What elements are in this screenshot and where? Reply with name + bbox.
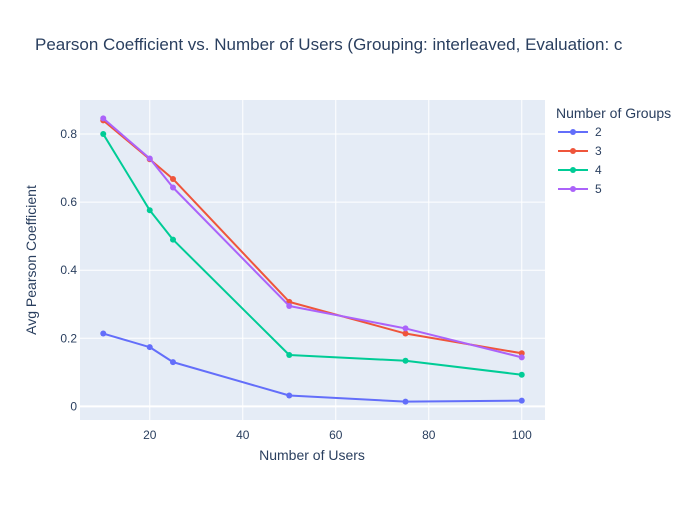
series-5 xyxy=(100,115,525,361)
y-tick-label: 0.6 xyxy=(60,195,77,209)
legend-item-3[interactable]: 3 xyxy=(558,144,602,158)
data-point xyxy=(146,155,153,162)
data-point xyxy=(100,115,107,122)
legend-item-4[interactable]: 4 xyxy=(558,163,602,177)
y-axis-label: Avg Pearson Coefficient xyxy=(23,185,39,335)
data-point xyxy=(146,344,153,351)
x-tick-label: 40 xyxy=(236,428,250,442)
grid-lines xyxy=(80,100,545,420)
data-point xyxy=(518,354,525,361)
series-line-4 xyxy=(102,133,522,376)
data-point xyxy=(402,325,409,332)
legend-marker xyxy=(570,186,576,192)
chart-title: Pearson Coefficient vs. Number of Users … xyxy=(35,35,623,54)
data-point xyxy=(286,351,293,358)
legend-title: Number of Groups xyxy=(556,105,671,121)
x-tick-label: 20 xyxy=(143,428,157,442)
x-axis-label: Number of Users xyxy=(259,447,365,463)
series-2 xyxy=(100,330,525,405)
legend-marker xyxy=(570,129,576,135)
data-point xyxy=(146,207,153,214)
legend-item-5[interactable]: 5 xyxy=(558,182,602,196)
series-line-5 xyxy=(102,117,522,359)
y-tick-label: 0.8 xyxy=(60,127,77,141)
data-point xyxy=(100,330,107,337)
x-tick-label: 60 xyxy=(329,428,343,442)
data-point xyxy=(170,175,176,182)
legend-label: 2 xyxy=(595,125,602,139)
x-tick-label: 80 xyxy=(422,428,436,442)
y-tick-label: 0.2 xyxy=(60,331,77,345)
data-point xyxy=(518,397,525,404)
legend-label: 5 xyxy=(595,182,602,196)
series-4 xyxy=(100,131,525,378)
legend-item-2[interactable]: 2 xyxy=(558,125,602,139)
data-point xyxy=(518,371,525,378)
data-point xyxy=(402,357,409,364)
data-point xyxy=(170,359,176,366)
y-tick-label: 0.4 xyxy=(60,263,77,277)
x-tick-label: 100 xyxy=(512,428,532,442)
data-point xyxy=(402,330,409,337)
series-line-2 xyxy=(102,332,522,403)
data-point xyxy=(286,392,293,399)
axis-ticks: 20 40 60 80 100 0 0.2 0.4 0.6 0.8 xyxy=(60,127,532,442)
plot-area xyxy=(80,100,545,420)
data-point xyxy=(100,131,107,138)
legend: 2 3 4 5 xyxy=(558,125,602,196)
data-point xyxy=(170,236,176,243)
data-point xyxy=(402,398,409,405)
legend-label: 4 xyxy=(595,163,602,177)
series-layer xyxy=(100,115,525,405)
legend-marker xyxy=(570,167,576,173)
legend-marker xyxy=(570,148,576,154)
data-point xyxy=(170,184,176,191)
y-tick-label: 0 xyxy=(70,399,77,413)
data-point xyxy=(286,302,293,309)
legend-label: 3 xyxy=(595,144,602,158)
